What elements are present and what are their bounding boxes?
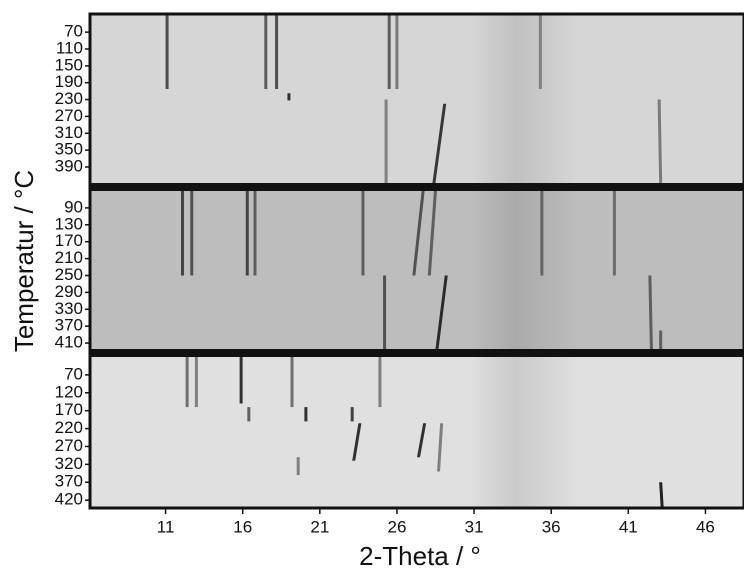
y-tick-label: 270 — [55, 436, 83, 455]
reflection — [185, 357, 189, 408]
reflection — [264, 14, 268, 90]
reflection — [190, 191, 194, 276]
reflection — [417, 423, 427, 458]
reflection — [253, 191, 257, 276]
y-tick-label: 70 — [64, 22, 83, 41]
y-tick-label: 390 — [55, 156, 83, 175]
y-tick-label: 190 — [55, 72, 83, 91]
x-tick-label: 11 — [157, 517, 175, 536]
y-tick-label: 130 — [55, 214, 83, 233]
y-tick-label: 210 — [55, 248, 83, 267]
x-tick-label: 41 — [619, 517, 638, 536]
reflection — [395, 14, 399, 90]
y-tick-label: 90 — [64, 197, 83, 216]
y-tick-label: 170 — [55, 400, 83, 419]
reflection — [432, 103, 447, 183]
y-axis-label: Temperatur / °C — [9, 170, 39, 352]
y-tick-label: 170 — [55, 231, 83, 250]
reflection — [181, 191, 185, 276]
y-tick-label: 310 — [55, 123, 83, 142]
divider — [90, 183, 744, 191]
reflection — [412, 191, 425, 276]
reflection — [361, 191, 365, 276]
y-tick-label: 370 — [55, 316, 83, 335]
frame — [88, 12, 744, 510]
y-tick-label: 330 — [55, 299, 83, 318]
reflection — [165, 14, 169, 90]
reflection — [657, 99, 663, 183]
reflection — [290, 357, 294, 408]
y-tick-label: 410 — [55, 333, 83, 352]
y-tick-label: 220 — [55, 418, 83, 437]
reflection — [275, 14, 279, 90]
x-tick-label: 16 — [233, 517, 252, 536]
reflection — [352, 423, 362, 461]
y-tick-label: 420 — [55, 490, 83, 509]
reflection — [427, 191, 437, 276]
reflection — [648, 275, 653, 349]
panel-shading — [90, 14, 744, 183]
y-tick-label: 70 — [64, 364, 83, 383]
reflection — [304, 407, 308, 422]
y-tick-label: 290 — [55, 282, 83, 301]
x-tick-label: 36 — [542, 517, 561, 536]
reflection — [383, 275, 387, 349]
reflection — [194, 357, 198, 408]
reflection — [387, 14, 391, 90]
x-axis-label: 2-Theta / ° — [359, 541, 481, 571]
reflection — [659, 330, 663, 349]
reflection — [287, 93, 291, 101]
x-tick-label: 26 — [387, 517, 406, 536]
reflection — [540, 191, 544, 276]
reflection — [538, 14, 542, 90]
x-tick-label: 31 — [465, 517, 484, 536]
y-tick-label: 350 — [55, 140, 83, 159]
reflection — [239, 357, 243, 404]
reflection — [437, 423, 444, 472]
reflection — [350, 407, 354, 422]
y-tick-label: 370 — [55, 472, 83, 491]
panel-shading — [90, 191, 744, 349]
y-tick-label: 120 — [55, 382, 83, 401]
reflection — [435, 275, 448, 349]
panel-shading — [90, 357, 744, 508]
y-tick-label: 230 — [55, 89, 83, 108]
y-tick-label: 110 — [56, 38, 83, 57]
reflection — [384, 99, 388, 183]
reflection — [247, 407, 251, 422]
reflection — [245, 191, 249, 276]
reflection — [296, 457, 300, 476]
y-tick-label: 320 — [55, 454, 83, 473]
reflection — [659, 482, 664, 508]
reflection — [612, 191, 616, 276]
y-tick-label: 150 — [55, 55, 83, 74]
divider — [90, 349, 744, 357]
reflection — [378, 357, 382, 408]
y-tick-label: 250 — [55, 265, 83, 284]
y-tick-label: 270 — [55, 106, 83, 125]
x-tick-label: 46 — [696, 517, 715, 536]
x-tick-label: 21 — [310, 517, 329, 536]
plot-area — [90, 14, 744, 508]
